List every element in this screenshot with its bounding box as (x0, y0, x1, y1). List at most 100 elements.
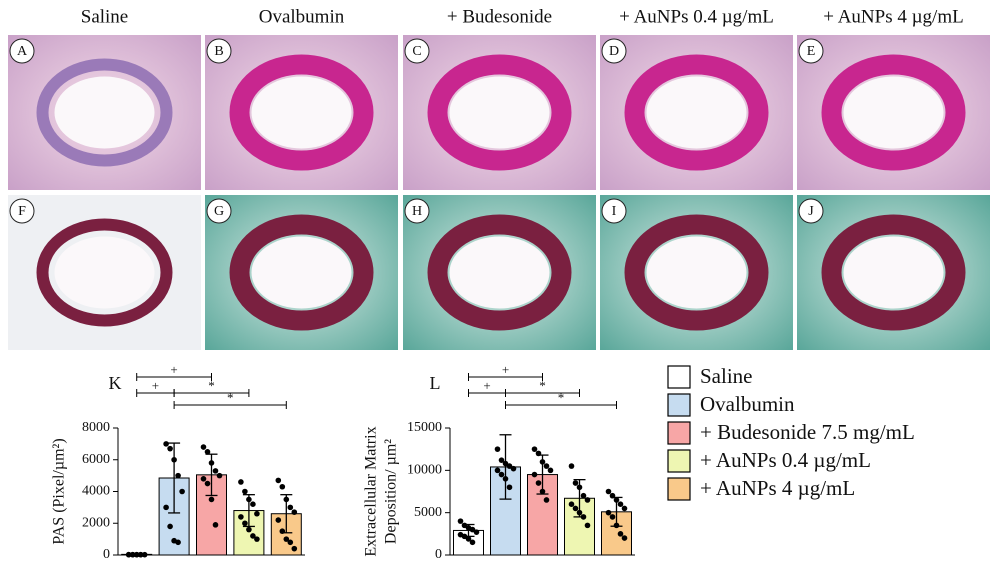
legend-swatch (667, 421, 691, 445)
y-axis-label: Extracellular Matrix (363, 426, 380, 556)
data-point (254, 510, 260, 517)
data-point (494, 446, 501, 452)
data-point (605, 488, 612, 495)
significance-mark: + (483, 378, 490, 393)
data-point (254, 536, 260, 542)
bronchiole-wall (427, 214, 572, 331)
y-tick-label: 5000 (414, 505, 442, 520)
data-point (543, 463, 550, 469)
data-point (175, 539, 181, 546)
y-tick-label: 15000 (407, 420, 442, 435)
panel-letter: L (430, 373, 441, 393)
data-point (137, 551, 144, 558)
data-point (580, 514, 587, 520)
data-point (175, 472, 181, 479)
data-point (129, 551, 136, 558)
data-point (246, 496, 252, 503)
lumen (843, 236, 944, 309)
data-point (621, 535, 628, 541)
data-point (167, 445, 173, 452)
data-point (535, 450, 542, 457)
data-point (242, 488, 248, 495)
data-point (572, 505, 579, 512)
lumen (449, 76, 550, 149)
column-header: + AuNPs 0.4 µg/mL (619, 6, 774, 27)
panel-badge (206, 198, 232, 224)
panel-badge (9, 38, 35, 64)
data-point (502, 460, 509, 467)
column-header: Saline (81, 6, 129, 27)
data-point (204, 449, 211, 455)
data-point (200, 476, 207, 482)
data-point (576, 509, 583, 516)
y-tick-label: 10000 (407, 463, 442, 478)
y-tick-label: 2000 (82, 515, 110, 530)
y-axis-label: Deposition/ µm² (383, 439, 400, 544)
bronchiole-wall (821, 54, 966, 171)
significance-mark: * (558, 390, 565, 405)
y-tick-label: 8000 (82, 420, 110, 435)
significance-mark: * (539, 378, 546, 393)
column-header: Ovalbumin (259, 6, 345, 27)
bronchiole-wall (427, 54, 572, 171)
bronchiole-wall (229, 214, 374, 331)
data-point (246, 526, 252, 533)
legend-swatch (667, 393, 691, 417)
panel-badge (601, 198, 627, 224)
data-point (531, 471, 538, 478)
panel-letter: E (807, 44, 816, 59)
data-point (568, 463, 575, 469)
data-point (133, 551, 140, 558)
lumen (843, 76, 944, 149)
data-point (283, 536, 290, 542)
data-point (179, 488, 185, 495)
data-point (208, 460, 215, 466)
data-point (242, 520, 248, 527)
data-point (580, 492, 587, 499)
lumen (251, 76, 352, 149)
panel-letter: D (609, 44, 619, 59)
panel-badge (798, 38, 824, 64)
data-point (510, 465, 517, 472)
bronchiole-wall (229, 54, 374, 171)
legend-label: Saline (700, 364, 753, 388)
significance-mark: * (208, 378, 215, 393)
panel-letter: J (808, 204, 814, 219)
data-point (141, 551, 148, 558)
panel-badge (601, 38, 627, 64)
data-point (498, 457, 505, 463)
bronchiole-wall (624, 214, 769, 331)
data-point (535, 480, 542, 486)
panel-letter: K (109, 373, 122, 393)
significance-mark: + (502, 362, 509, 377)
y-tick-label: 6000 (82, 452, 110, 467)
y-tick-label: 4000 (82, 484, 110, 499)
panel-letter: B (214, 44, 223, 59)
lumen (54, 76, 155, 149)
data-point (167, 523, 173, 530)
data-point (613, 497, 620, 503)
data-point (291, 509, 298, 515)
data-point (212, 468, 219, 474)
data-point (457, 518, 464, 524)
data-point (171, 456, 177, 463)
data-point (502, 476, 509, 482)
lumen (449, 236, 550, 309)
data-point (250, 533, 256, 539)
column-header: + Budesonide (447, 6, 552, 27)
data-point (291, 545, 298, 552)
data-point (287, 504, 294, 511)
bronchiole-wall (36, 218, 173, 327)
data-point (216, 472, 223, 479)
data-point (200, 444, 207, 450)
significance-mark: + (152, 378, 159, 393)
data-point (238, 479, 244, 485)
data-point (212, 522, 219, 528)
data-point (609, 514, 616, 520)
data-point (609, 492, 616, 499)
legend-label: + AuNPs 4 µg/mL (700, 476, 855, 500)
y-tick-label: 0 (103, 547, 110, 562)
significance-mark: * (227, 390, 234, 405)
data-point (617, 501, 624, 508)
